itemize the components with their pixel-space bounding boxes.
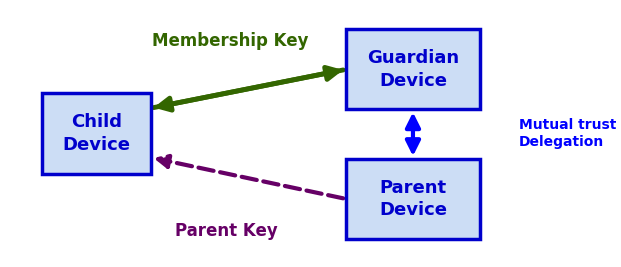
FancyBboxPatch shape bbox=[347, 159, 479, 239]
Text: Child
Device: Child Device bbox=[62, 113, 130, 154]
FancyBboxPatch shape bbox=[347, 29, 479, 109]
Text: Parent
Device: Parent Device bbox=[379, 179, 447, 219]
Text: Membership Key: Membership Key bbox=[152, 32, 308, 50]
Text: Mutual trust
Delegation: Mutual trust Delegation bbox=[519, 118, 616, 149]
FancyBboxPatch shape bbox=[42, 93, 150, 174]
Text: Parent Key: Parent Key bbox=[175, 222, 278, 240]
Text: Guardian
Device: Guardian Device bbox=[367, 49, 459, 89]
